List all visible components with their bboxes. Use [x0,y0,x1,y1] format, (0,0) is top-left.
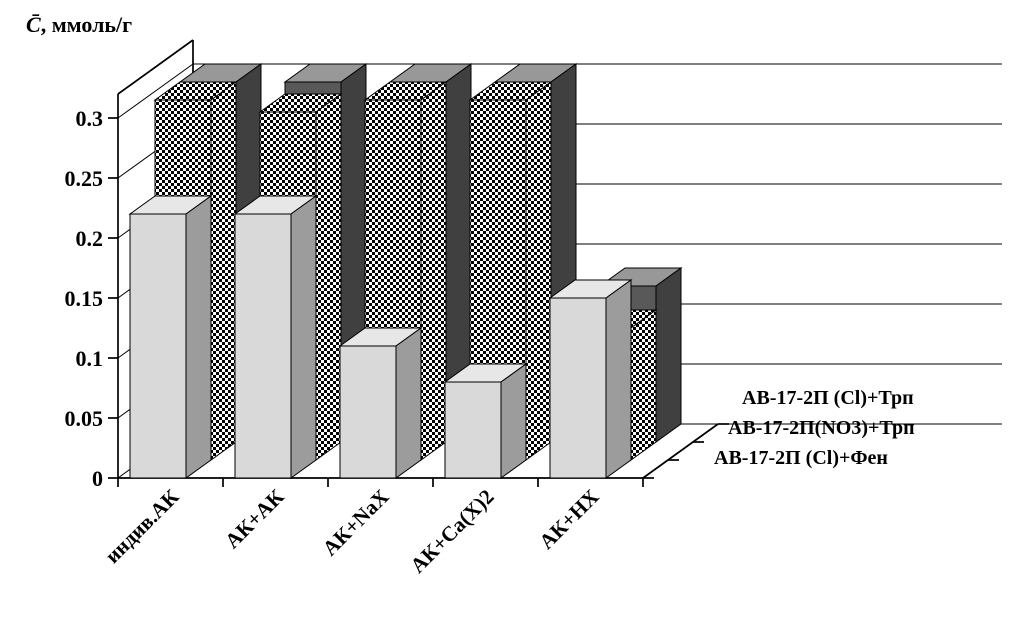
leftwall-top-edge [117,39,194,95]
series-label: АВ-17-2П(NO3)+Трп [728,417,915,439]
bar-front-face [234,213,292,479]
bar-side-face [420,81,447,461]
bar-side-face [185,195,212,479]
category-label: АК+HX [534,485,603,554]
series-label: АВ-17-2П (Cl)+Фен [714,447,888,469]
bar-side-face [605,279,632,479]
axes [108,117,729,487]
y-axis-title: C̄, ммоль/г [26,12,132,37]
value-tick-label: 0.3 [76,106,104,131]
gridline-leftwall [117,63,194,119]
bar [548,279,633,479]
bar [338,327,423,479]
value-tick-label: 0 [92,466,103,491]
bar-side-face [500,363,527,479]
category-label: индив.АК [100,484,184,568]
bar-side-face [525,81,552,461]
y-axis-title-symbol: C̄ [26,12,41,37]
bar [443,363,528,479]
bar-side-face [210,81,237,461]
bar-front-face [549,297,607,479]
value-tick-label: 0.25 [65,166,104,191]
category-label: АК+NaX [318,485,394,561]
y-axis-title-units: , ммоль/г [41,12,132,37]
bar [128,195,213,479]
bar-front-face [129,213,187,479]
bar-side-face [655,267,682,443]
bars [128,63,683,479]
depth-axis-line [642,423,719,479]
bar-side-face [315,93,342,461]
value-tick-label: 0.1 [76,346,104,371]
series-label: АВ-17-2П (Cl)+Трп [742,387,914,409]
bar-side-face [395,327,422,479]
bar-side-face [630,309,657,461]
bar-front-face [339,345,397,479]
value-tick-label: 0.2 [76,226,104,251]
bar [233,195,318,479]
bar-side-face [290,195,317,479]
value-tick-label: 0.05 [65,406,104,431]
category-label: АК+Ca(X)2 [405,485,498,578]
value-tick-label: 0.15 [65,286,104,311]
bar-front-face [444,381,502,479]
category-label: АК+АК [220,484,289,553]
